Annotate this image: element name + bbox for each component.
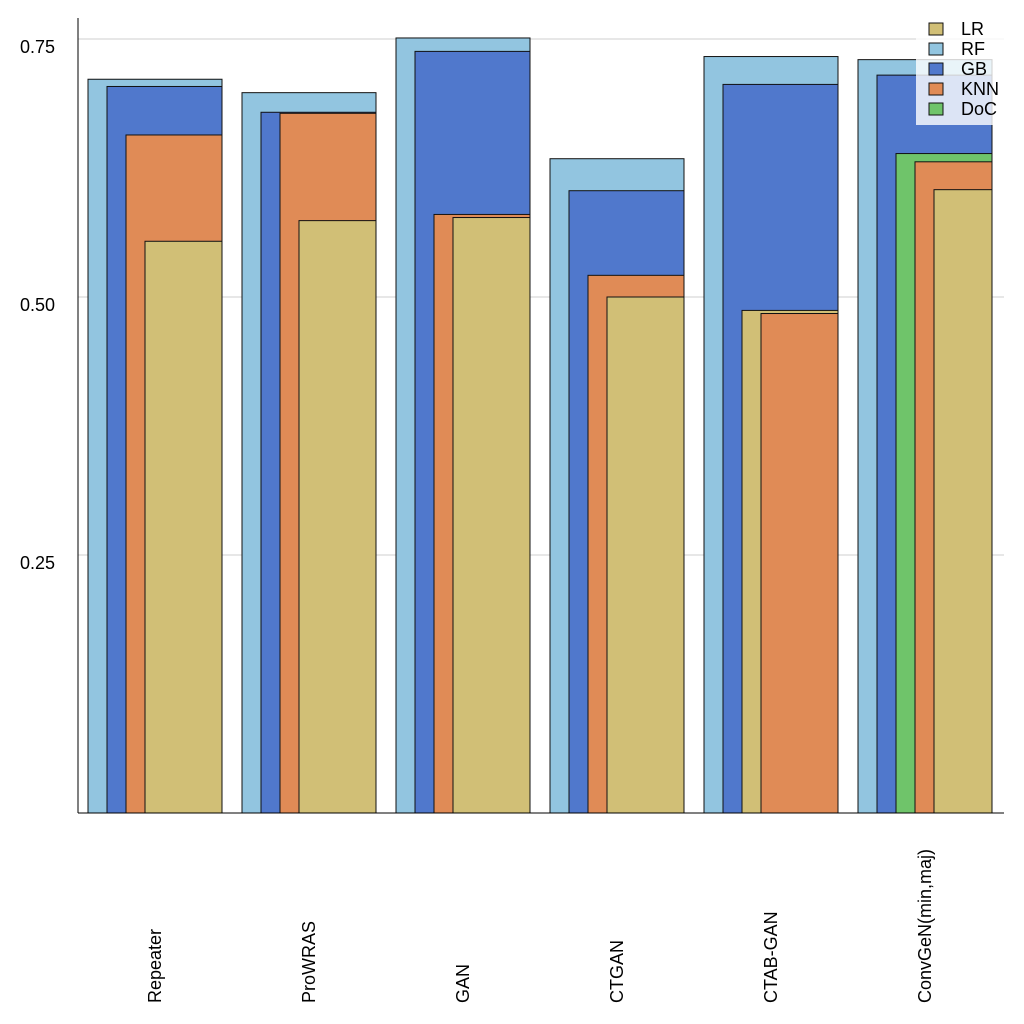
legend-swatch bbox=[928, 22, 944, 36]
bar bbox=[298, 220, 377, 814]
legend-label: RF bbox=[961, 39, 985, 59]
legend-swatch bbox=[928, 102, 944, 116]
x-tick-label: CTAB-GAN bbox=[761, 911, 781, 1003]
bar bbox=[760, 313, 839, 814]
bar bbox=[144, 240, 223, 814]
legend-label: DoC bbox=[961, 99, 997, 119]
legend-swatch bbox=[928, 62, 944, 76]
y-tick-label: 0.50 bbox=[20, 295, 55, 315]
legend-swatch bbox=[928, 42, 944, 56]
bar bbox=[606, 296, 685, 814]
legend-label: GB bbox=[961, 59, 987, 79]
bar bbox=[452, 217, 531, 814]
bar bbox=[933, 189, 993, 814]
y-tick-label: 0.75 bbox=[20, 37, 55, 57]
legend-swatch bbox=[928, 82, 944, 96]
x-tick-label: GAN bbox=[453, 964, 473, 1003]
x-tick-label: ProWRAS bbox=[299, 921, 319, 1003]
x-tick-label: CTGAN bbox=[607, 940, 627, 1003]
legend-label: KNN bbox=[961, 79, 999, 99]
x-tick-label: Repeater bbox=[145, 929, 165, 1003]
x-tick-label: ConvGeN(min,maj) bbox=[915, 849, 935, 1003]
legend-label: LR bbox=[961, 19, 984, 39]
y-tick-label: 0.25 bbox=[20, 553, 55, 573]
